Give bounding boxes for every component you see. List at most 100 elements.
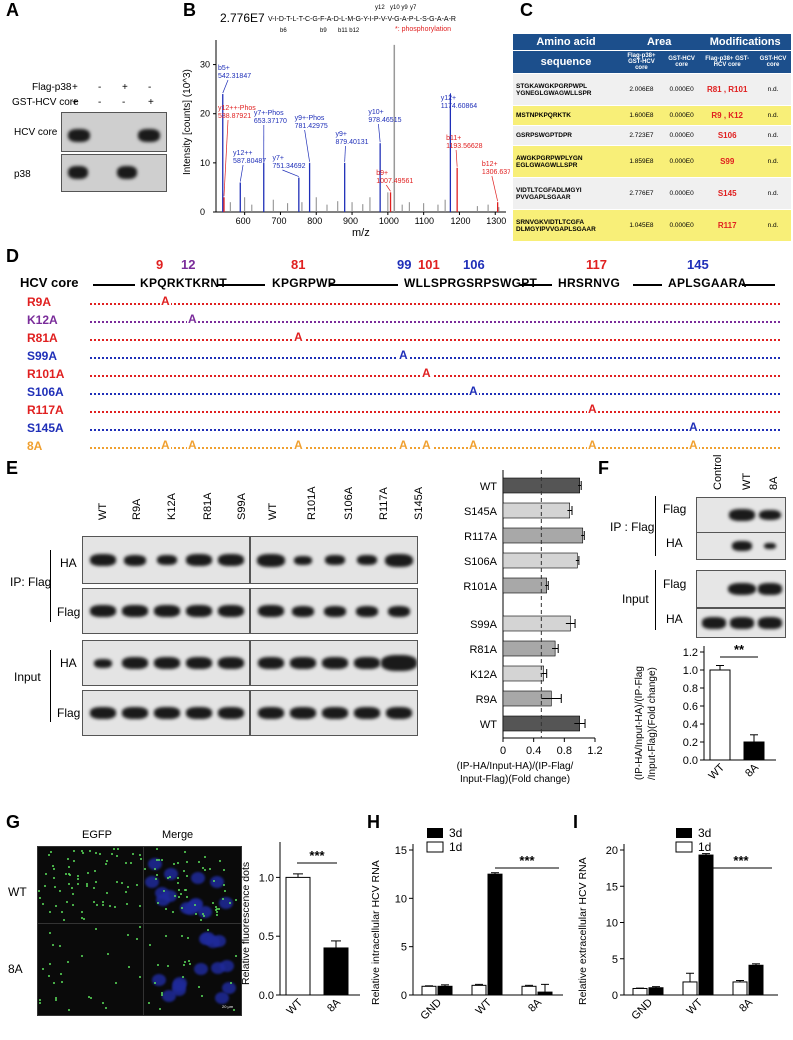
- bar: [682, 981, 698, 996]
- fluorescence-dot: [53, 876, 56, 879]
- bar: [502, 502, 570, 519]
- legend-swatch-1d: [426, 841, 444, 853]
- mutant-label: S99A: [27, 349, 58, 363]
- peak-value: 751.34692: [272, 163, 305, 170]
- blot-band: [156, 555, 178, 565]
- blot-band: [732, 541, 752, 551]
- peak-value: 1174.60864: [441, 103, 478, 110]
- fluorescence-dot: [52, 867, 55, 870]
- y-axis-title-2: /Input-Flag)(Fold change): [647, 667, 658, 780]
- mutation-a: A: [688, 420, 699, 434]
- y-tick-label: 0.2: [683, 737, 698, 749]
- header-area: Area: [619, 34, 700, 51]
- header-flag-gst: Flag-p38+ GST-HCV core: [619, 50, 664, 74]
- mutant-label: R117A: [27, 403, 64, 417]
- blot-band: [381, 655, 417, 671]
- category-label: WT: [285, 996, 306, 1017]
- fluorescence-dot: [95, 904, 98, 907]
- mutant-dotted-line: [90, 303, 780, 305]
- blot-band: [386, 707, 412, 719]
- x-axis-title-1: (IP-HA/Input-HA)/(IP-Flag/: [457, 761, 574, 772]
- fluorescence-dot: [72, 859, 75, 862]
- peak-value: 1193.56628: [446, 143, 483, 150]
- fluorescence-dot: [43, 885, 46, 888]
- table-cell: 1.045E8: [619, 209, 664, 242]
- western-blot: [82, 536, 250, 584]
- mutant-label: S145A: [27, 421, 64, 435]
- mutant-label: R9A: [27, 295, 52, 309]
- nucleus-dot: [163, 890, 178, 903]
- mutant-dotted-line: [90, 321, 780, 323]
- blot-band: [355, 605, 379, 617]
- fluorescence-dot: [158, 859, 161, 862]
- peak-label: y10+: [368, 109, 383, 116]
- blot-band: [186, 605, 212, 617]
- nucleus-dot: [205, 935, 220, 948]
- fluorescence-dot: [222, 898, 225, 901]
- category-label: R101A: [463, 581, 497, 593]
- nucleus-dot: [148, 858, 163, 871]
- scale-bar-label: 20 μm: [222, 1004, 234, 1009]
- fluorescence-dot: [183, 960, 186, 963]
- f-flag-label-1: Flag: [663, 502, 687, 516]
- blot-band: [294, 555, 312, 565]
- fluorescence-dot: [54, 886, 57, 889]
- fluorescence-dot: [104, 862, 107, 865]
- table-cell: AWGKPGRPWPLYGN EGLGWAGWLLSPR: [513, 145, 619, 178]
- fluorescence-dot: [94, 869, 97, 872]
- nucleus-dot: [191, 871, 206, 884]
- peak-leader: [455, 149, 458, 167]
- table-cell: 0.000E0: [663, 105, 700, 126]
- fluorescence-dot: [185, 889, 188, 892]
- sequence-segment: HRSRNVG: [558, 276, 621, 290]
- f-ha-label-2: HA: [666, 612, 683, 626]
- y-axis-title: Relative extracellular HCV RNA: [577, 857, 589, 1005]
- fluorescence-dot: [180, 934, 183, 937]
- fluorescence-dot: [87, 996, 90, 999]
- mutation-a: A: [187, 438, 198, 452]
- lane-label: 8A: [768, 476, 780, 490]
- residue-position: 12: [181, 257, 196, 272]
- category-label: WT: [480, 719, 497, 731]
- panel-letter-i: I: [573, 812, 579, 832]
- fluorescence-dot: [73, 849, 76, 852]
- mutation-a: A: [160, 438, 171, 452]
- table-cell: 1.600E8: [619, 105, 664, 126]
- blot-band: [323, 605, 347, 617]
- fluorescence-dot: [216, 908, 219, 911]
- lane-label: S106A: [343, 486, 355, 520]
- panel-letter-f: F: [598, 458, 609, 478]
- frag-b11-b12: b11 b12: [338, 28, 360, 34]
- sign: +: [72, 97, 78, 108]
- fluorescence-dot: [178, 895, 181, 898]
- fluorescence-dot: [169, 876, 172, 879]
- y-tick-label: 5: [401, 942, 407, 954]
- x-tick-label: 1000: [379, 216, 399, 226]
- panel-f-chart: 0.0 0.2 0.4 0.6 0.8 1.0 1.2 WT 8A ** (IP-HA/Input-…: [634, 642, 776, 782]
- fluorescence-dot: [89, 849, 92, 852]
- fluorescence-dot: [106, 891, 109, 894]
- sign: +: [122, 82, 128, 93]
- nucleus-dot: [210, 875, 225, 888]
- mutation-a: A: [398, 438, 409, 452]
- western-blot: [82, 690, 250, 736]
- mutation-a: A: [421, 438, 432, 452]
- fluorescence-dot: [47, 975, 50, 978]
- table-cell: SRNVGKVIDTLTCGFA DLMGYIPVVGAPLSGAAR: [513, 209, 619, 242]
- blot-band: [123, 554, 147, 566]
- table-cell: n.d.: [755, 177, 791, 210]
- fluorescence-dot: [38, 1002, 41, 1005]
- fluorescence-dot: [222, 883, 225, 886]
- blot-band: [257, 553, 285, 567]
- y-tick-label: 0.8: [683, 683, 698, 695]
- fluorescence-dot: [194, 912, 197, 915]
- bar: [698, 854, 714, 996]
- fluorescence-dot: [172, 910, 175, 913]
- fluorescence-dot: [155, 878, 158, 881]
- fluorescence-dot: [207, 928, 210, 931]
- fluorescence-dot: [182, 976, 185, 979]
- fluorescence-dot: [49, 911, 52, 914]
- table-cell: 0.000E0: [663, 73, 700, 106]
- peak-value: 1007.49561: [376, 178, 413, 185]
- peak-leader: [239, 164, 244, 182]
